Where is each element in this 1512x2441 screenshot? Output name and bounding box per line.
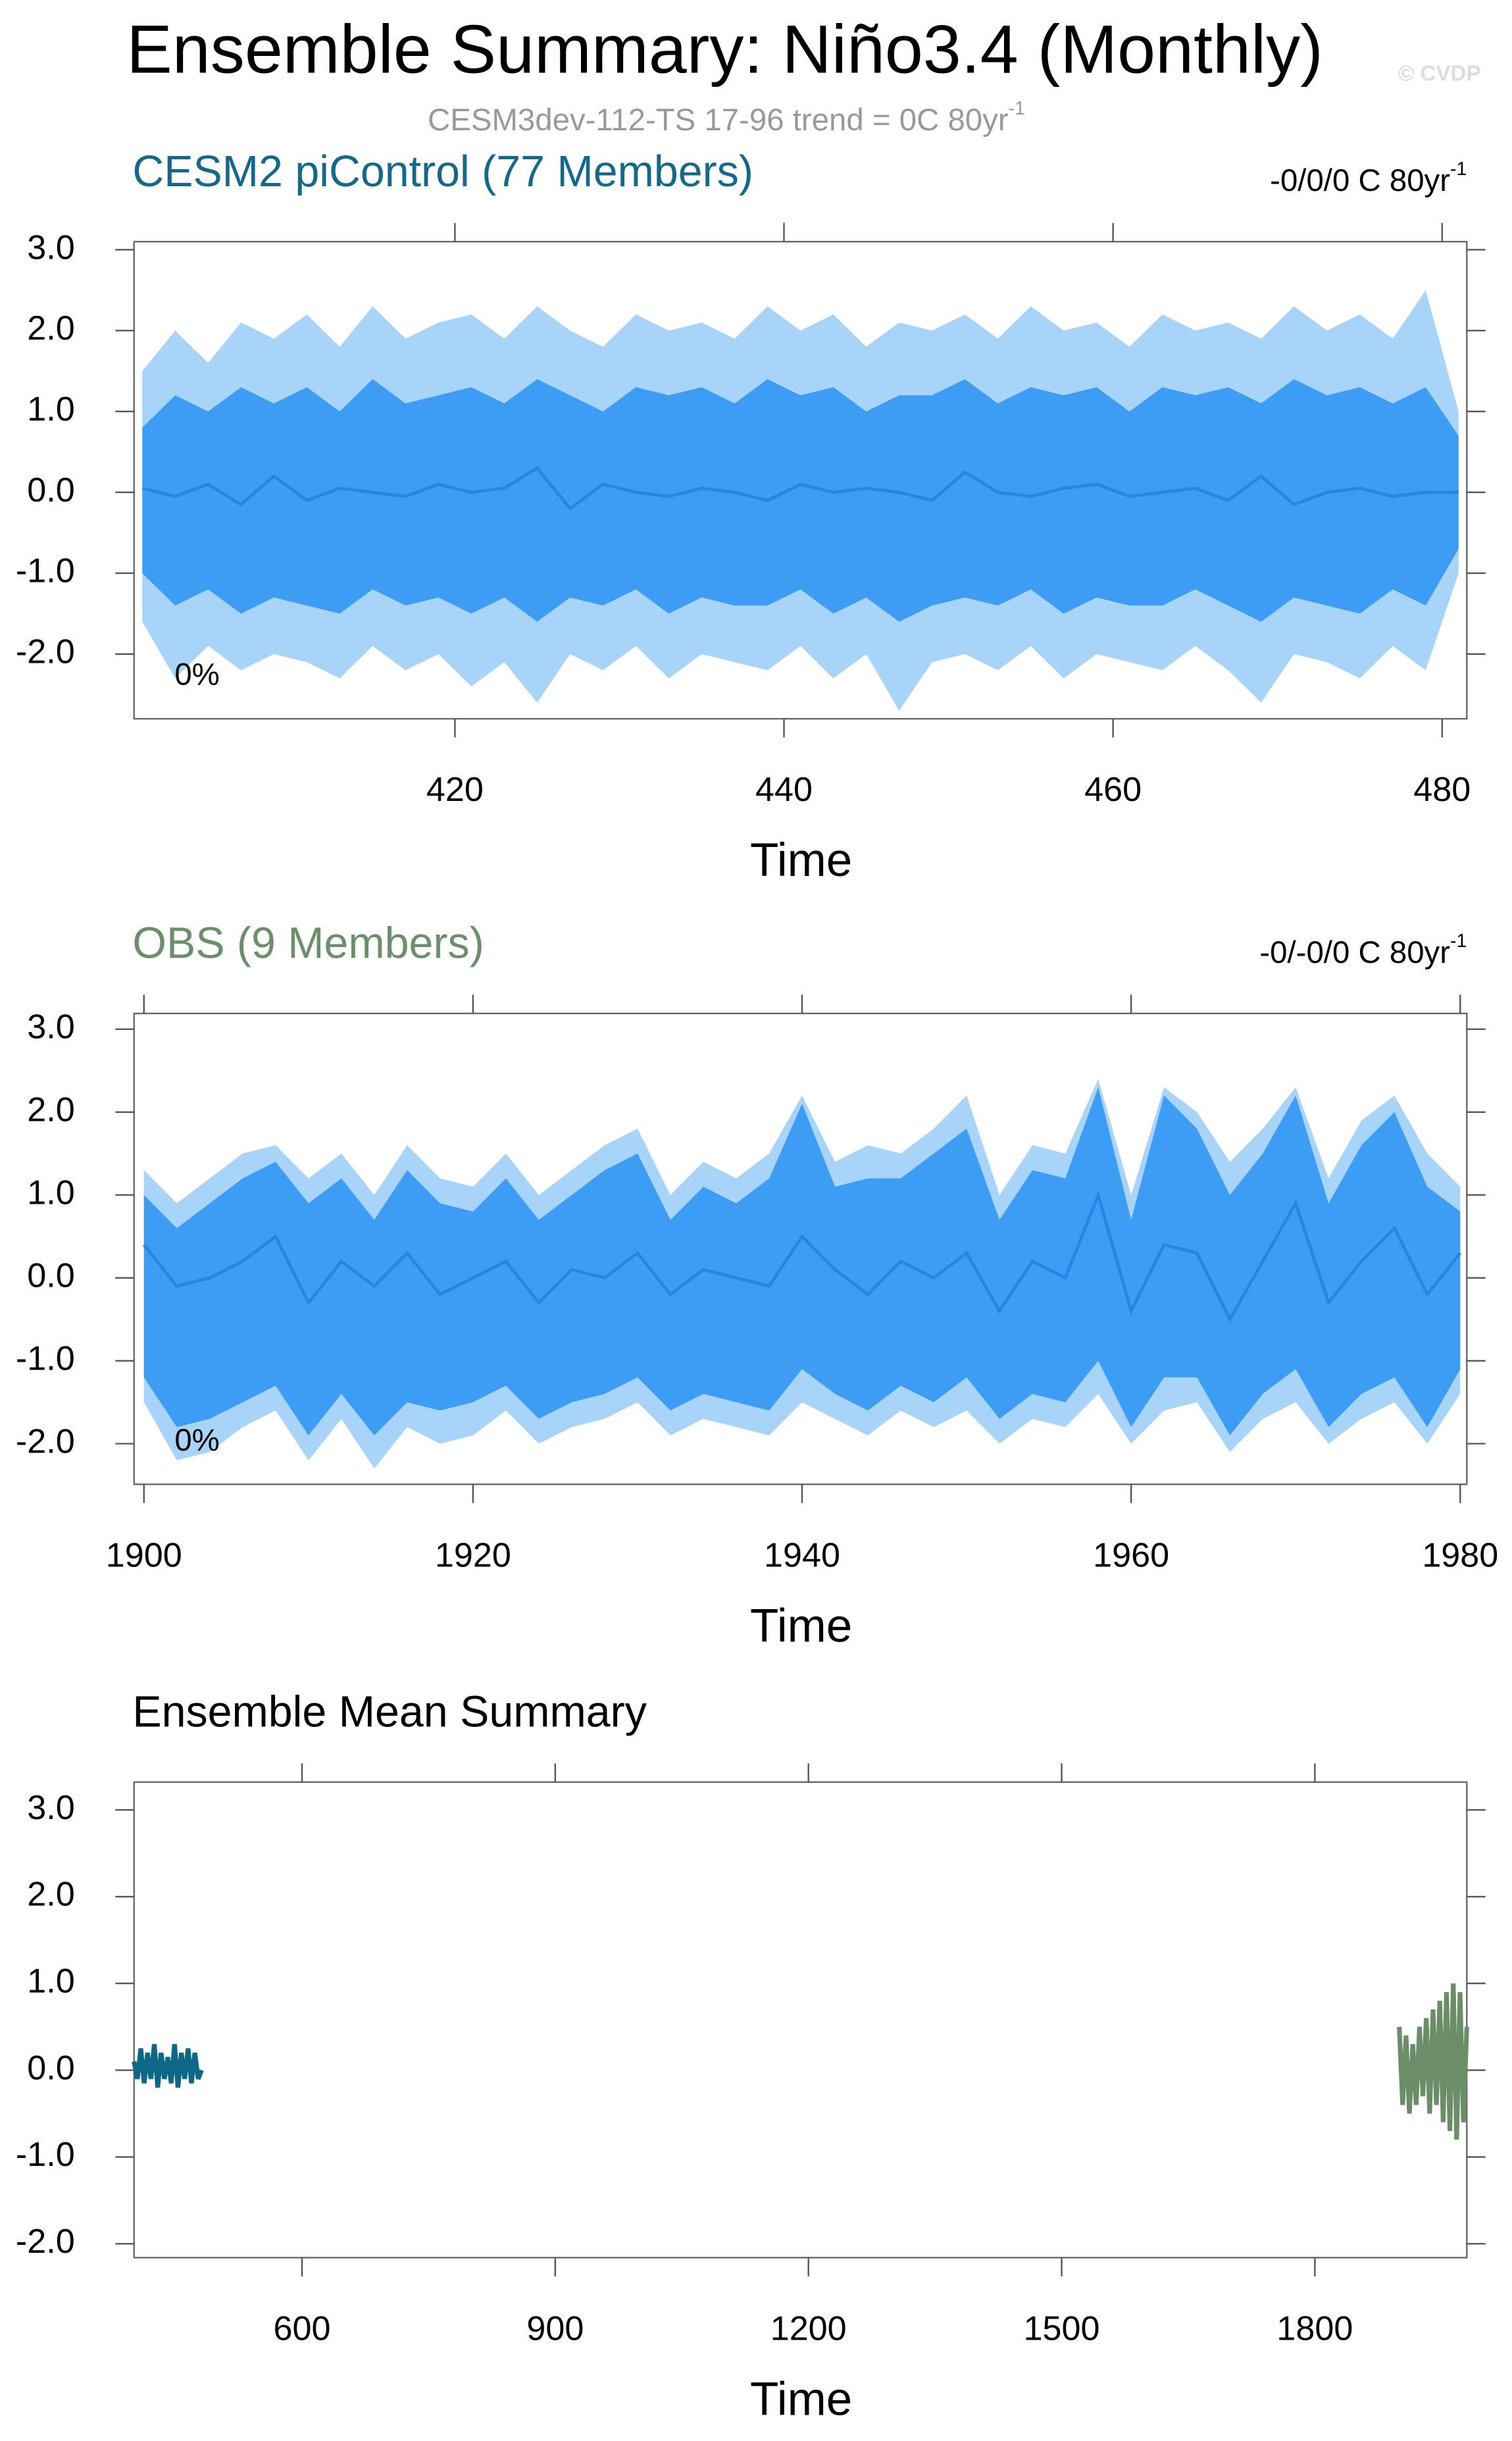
y-tick-label: 3.0 — [27, 228, 74, 267]
series-line — [142, 1190, 1462, 1323]
x-tick-label: 480 — [1413, 771, 1471, 809]
x-tick-label: 1800 — [1276, 2310, 1353, 2348]
subtitle-text: CESM3dev-112-TS 17-96 trend = 0C 80yr — [428, 102, 1009, 137]
x-tick-label: 1960 — [1093, 1536, 1169, 1574]
band — [143, 1087, 1461, 1436]
y-tick-label: 1.0 — [27, 1963, 74, 2001]
x-axis-label: Time — [750, 2374, 852, 2426]
y-tick-label: 2.0 — [27, 1091, 74, 1129]
trend-sup: -1 — [1450, 930, 1467, 951]
x-tick-label: 1200 — [770, 2310, 847, 2348]
x-tick-label: 1940 — [764, 1536, 840, 1574]
subtitle: CESM3dev-112-TS 17-96 trend = 0C 80yr-1 — [428, 97, 1025, 137]
y-tick-label: 0.0 — [27, 2049, 74, 2087]
trend-text: -0/-0/0 C 80yr — [1259, 935, 1450, 969]
y-tick-label: -1.0 — [16, 552, 75, 590]
y-tick-label: -1.0 — [16, 1339, 75, 1377]
y-tick-label: -2.0 — [16, 1422, 75, 1460]
y-tick-label: 0.0 — [27, 1256, 74, 1295]
x-tick-label: 420 — [426, 771, 484, 809]
title: Ensemble Summary: Niño3.4 (Monthly) — [126, 11, 1323, 88]
y-tick-label: -2.0 — [16, 2223, 75, 2261]
panel-title: OBS (9 Members) — [132, 919, 484, 968]
trend-sup: -1 — [1450, 159, 1467, 180]
band — [142, 379, 1459, 622]
y-tick-label: 3.0 — [27, 1789, 74, 1827]
x-tick-label: 1500 — [1024, 2310, 1100, 2348]
trend-label: -0/-0/0 C 80yr-1 — [1259, 930, 1467, 969]
y-tick-label: 1.0 — [27, 390, 74, 428]
panel-title: Ensemble Mean Summary — [132, 1687, 647, 1736]
annotation: 0% — [174, 1423, 219, 1458]
x-tick-label: 1920 — [435, 1536, 511, 1574]
watermark: © CVDP — [1398, 61, 1481, 86]
x-tick-label: 900 — [526, 2310, 584, 2348]
series-line — [141, 466, 1459, 511]
x-tick-label: 440 — [755, 771, 813, 809]
x-tick-label: 1900 — [106, 1536, 182, 1574]
x-tick-label: 600 — [274, 2310, 331, 2348]
annotation: 0% — [174, 657, 219, 692]
y-tick-label: 1.0 — [27, 1174, 74, 1212]
panel-title: CESM2 piControl (77 Members) — [132, 147, 753, 196]
y-tick-label: -1.0 — [16, 2136, 75, 2174]
x-axis-label: Time — [750, 835, 852, 886]
y-tick-label: 2.0 — [27, 309, 74, 347]
y-tick-label: 0.0 — [27, 471, 74, 509]
series-line — [1397, 1983, 1469, 2140]
plot-area — [133, 1781, 1468, 2259]
trend-label: -0/0/0 C 80yr-1 — [1270, 159, 1467, 198]
y-tick-label: 3.0 — [27, 1008, 74, 1046]
x-tick-label: 1980 — [1422, 1536, 1498, 1574]
y-tick-label: 2.0 — [27, 1876, 74, 1914]
trend-text: -0/0/0 C 80yr — [1270, 163, 1450, 198]
x-axis-label: Time — [750, 1600, 852, 1652]
series-line — [132, 2043, 204, 2088]
y-tick-label: -2.0 — [16, 633, 75, 671]
x-tick-label: 460 — [1084, 771, 1142, 809]
subtitle-sup: -1 — [1009, 97, 1025, 118]
